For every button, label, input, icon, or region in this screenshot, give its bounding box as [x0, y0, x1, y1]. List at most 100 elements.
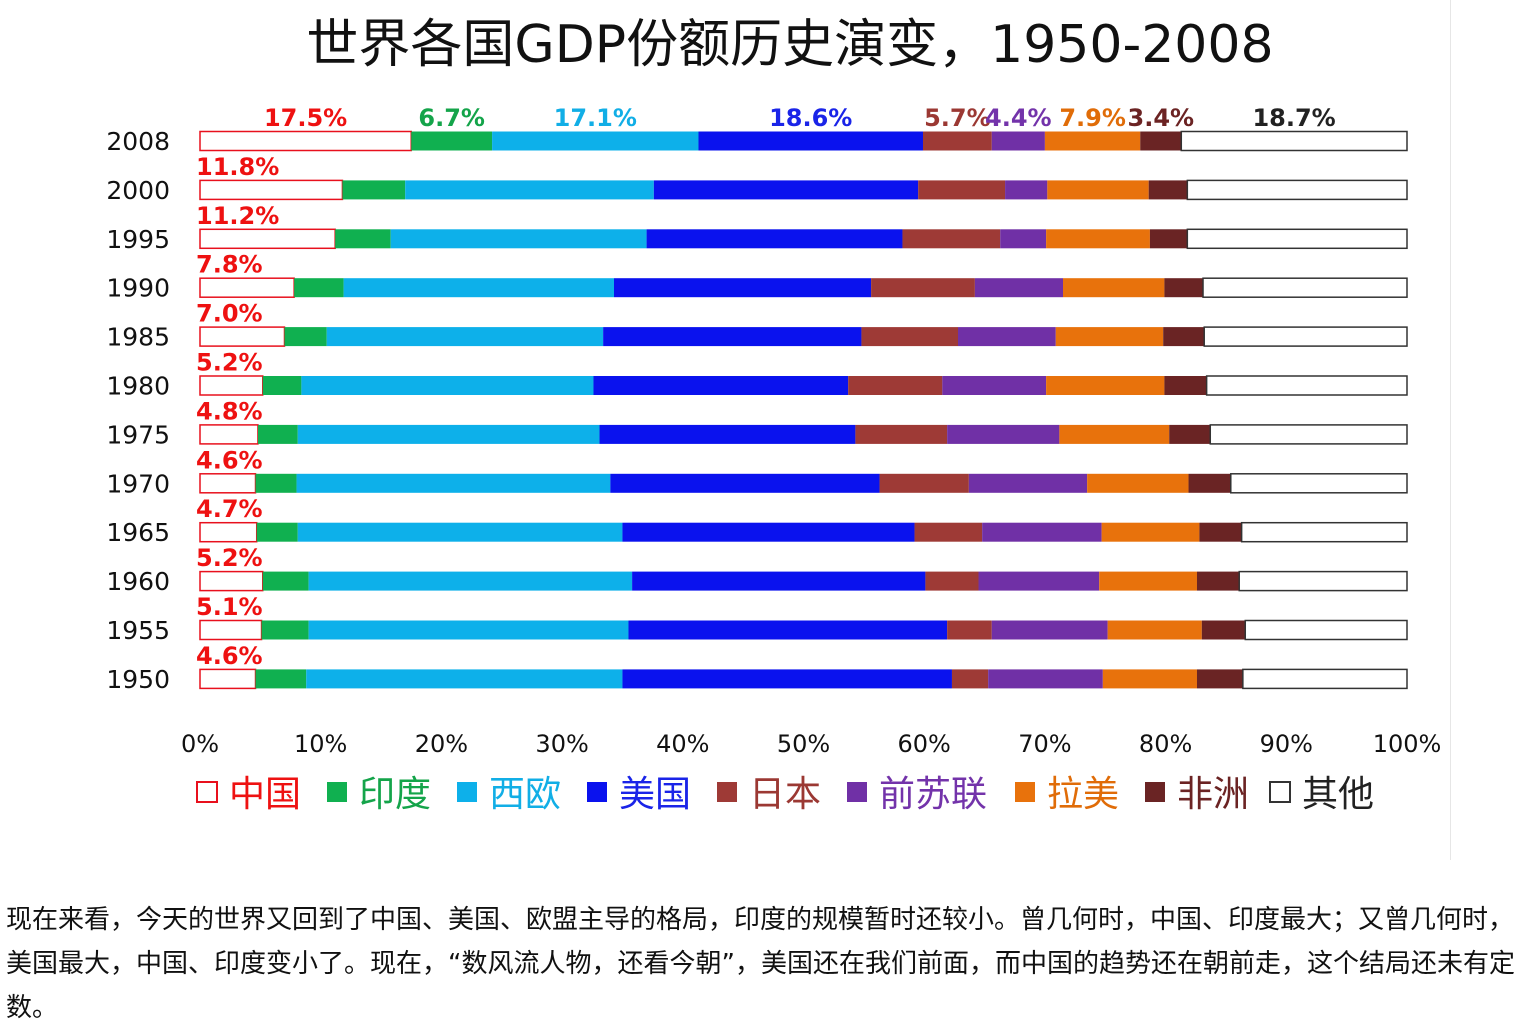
bar-segment-2008-印度: [411, 131, 493, 151]
bar-segment-1980-印度: [262, 376, 302, 395]
y-category-label-1975: 1975: [106, 420, 170, 449]
legend-swatch-印度: [327, 782, 347, 802]
bar-segment-1980-非洲: [1164, 376, 1207, 395]
bar-segment-2000-美国: [653, 180, 919, 200]
bar-segment-2000-印度: [342, 180, 406, 200]
bar-segment-1960-中国: [199, 570, 264, 592]
bar-segment-1965-中国: [199, 521, 258, 543]
bar-segment-1950-美国: [622, 669, 952, 689]
bar-segment-1995-美国: [646, 229, 903, 249]
data-label-2008-美国: 18.6%: [769, 104, 852, 132]
bar-segment-2008-美国: [698, 131, 923, 151]
data-label-1980-中国: 5.2%: [196, 349, 263, 377]
bar-segment-1950-拉美: [1102, 669, 1197, 689]
bar-segment-1990-美国: [614, 278, 872, 298]
legend-label-其他: 其他: [1302, 774, 1374, 815]
bar-segment-1985-拉美: [1055, 327, 1164, 347]
bar-segment-1995-西欧: [390, 229, 647, 249]
data-label-2008-日本: 5.7%: [924, 104, 991, 132]
bar-segment-1980-前苏联: [942, 376, 1047, 395]
y-axis-labels: 2008 2000 1995 1990 1985 1980 1975 1970 1965 1960…: [106, 127, 170, 694]
bar-segment-1975-拉美: [1059, 424, 1170, 444]
bar-segment-1995-拉美: [1046, 229, 1150, 249]
bar-segment-1960-印度: [262, 571, 309, 591]
legend-swatch-非洲: [1145, 782, 1165, 802]
x-tick-label-100: 100%: [1373, 730, 1442, 758]
legend-label-美国: 美国: [619, 774, 691, 815]
bar-segment-2000-其他: [1186, 179, 1408, 201]
bar-segment-1965-日本: [914, 522, 983, 542]
bar-segment-1955-日本: [947, 620, 992, 640]
bar-segment-2008-中国: [199, 130, 412, 152]
bar-segment-1960-日本: [925, 571, 979, 591]
x-tick-label-20: 20%: [415, 730, 468, 758]
bar-segment-2000-非洲: [1148, 180, 1188, 200]
data-label-2008-西欧: 17.1%: [554, 104, 637, 132]
bar-segment-1965-前苏联: [982, 522, 1102, 542]
bar-segment-1980-西欧: [301, 376, 594, 395]
bar-segment-1985-中国: [199, 326, 286, 347]
bar-segment-1995-非洲: [1149, 229, 1188, 249]
bar-segment-1960-前苏联: [978, 571, 1100, 591]
bar-segment-1990-前苏联: [974, 278, 1063, 298]
legend-label-拉美: 拉美: [1047, 774, 1119, 815]
y-category-label-2000: 2000: [106, 176, 170, 205]
bar-segment-1960-非洲: [1196, 571, 1240, 591]
data-label-2008-印度: 6.7%: [418, 104, 485, 132]
bar-segment-1990-其他: [1202, 277, 1408, 298]
y-category-label-1970: 1970: [106, 469, 170, 498]
legend-swatch-美国: [587, 782, 607, 802]
data-label-1975-中国: 4.8%: [196, 397, 263, 425]
bar-segment-1970-中国: [199, 473, 257, 494]
legend: 中国 印度 西欧 美国 日本 前苏联 拉美 非洲 其他: [196, 774, 1374, 815]
legend-label-日本: 日本: [749, 774, 821, 815]
bar-segment-1965-其他: [1240, 521, 1408, 543]
bar-segment-2000-日本: [918, 180, 1006, 200]
bar-segment-1955-前苏联: [991, 620, 1108, 640]
bar-segment-1980-其他: [1205, 375, 1408, 396]
bar-segment-1975-印度: [257, 424, 298, 444]
bar-segment-1985-其他: [1203, 326, 1408, 347]
x-tick-label-0: 0%: [181, 730, 219, 758]
bar-segment-1990-日本: [871, 278, 975, 298]
y-category-label-1960: 1960: [106, 567, 170, 596]
legend-swatch-日本: [717, 782, 737, 802]
bar-segment-1990-非洲: [1164, 278, 1204, 298]
bar-segment-1970-日本: [879, 473, 969, 493]
x-tick-label-10: 10%: [294, 730, 347, 758]
y-category-label-1995: 1995: [106, 225, 170, 254]
bar-segment-1985-日本: [861, 327, 958, 347]
bar-segment-1970-非洲: [1188, 473, 1231, 493]
bar-area: [199, 130, 1408, 690]
x-tick-label-90: 90%: [1260, 730, 1313, 758]
bar-segment-2008-日本: [922, 131, 992, 151]
legend-label-印度: 印度: [359, 774, 431, 815]
bar-segment-1995-印度: [335, 229, 391, 249]
legend-swatch-前苏联: [847, 782, 867, 802]
bar-segment-1995-其他: [1186, 228, 1408, 250]
bar-segment-1970-拉美: [1087, 473, 1189, 493]
data-label-2008-拉美: 7.9%: [1059, 104, 1126, 132]
legend-swatch-中国: [196, 781, 218, 803]
data-label-1965-中国: 4.7%: [196, 495, 263, 523]
bar-segment-1950-西欧: [306, 669, 623, 689]
bar-segment-1970-美国: [610, 473, 880, 493]
bar-segment-1975-中国: [199, 424, 259, 445]
y-category-label-1990: 1990: [106, 274, 170, 303]
bar-segment-1995-中国: [199, 228, 336, 250]
x-tick-label-40: 40%: [656, 730, 709, 758]
bar-segment-1985-美国: [603, 327, 862, 347]
bar-segment-1965-西欧: [297, 522, 623, 542]
bar-segment-1970-西欧: [296, 473, 611, 493]
data-label-2000-中国: 11.8%: [196, 153, 279, 181]
bar-segment-1990-拉美: [1063, 278, 1165, 298]
bar-segment-1985-印度: [284, 327, 327, 347]
x-axis-ticks: 0% 10% 20% 30% 40% 50% 60% 70% 80% 90% 100%: [181, 730, 1441, 758]
bar-segment-1955-中国: [199, 619, 263, 641]
caption-paragraph: 现在来看，今天的世界又回到了中国、美国、欧盟主导的格局，印度的规模暂时还较小。曾…: [6, 905, 1515, 1023]
bar-segment-2008-非洲: [1140, 131, 1182, 151]
data-label-2008-非洲: 3.4%: [1128, 104, 1195, 132]
data-label-1960-中国: 5.2%: [196, 544, 263, 572]
bar-segment-1950-日本: [951, 669, 989, 689]
data-label-1995-中国: 11.2%: [196, 202, 279, 230]
